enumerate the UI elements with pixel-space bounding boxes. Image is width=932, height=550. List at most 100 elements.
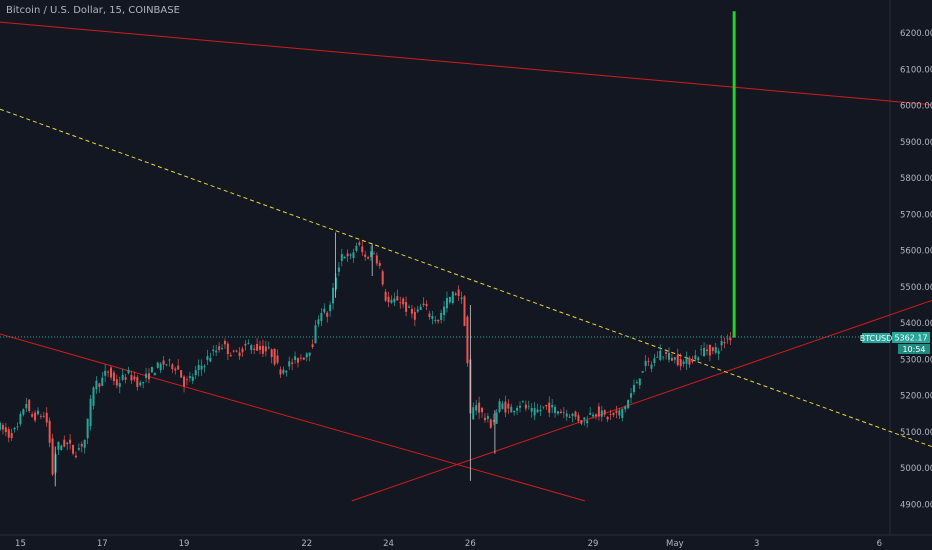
candle-body	[349, 254, 352, 256]
candle-body	[378, 263, 381, 266]
candle-body	[697, 357, 700, 361]
countdown-tag-bg	[898, 344, 930, 354]
candle-body	[600, 410, 603, 417]
candle-body	[463, 296, 466, 326]
candle-body	[355, 245, 358, 251]
candle-body	[539, 409, 542, 412]
candle-body	[475, 404, 478, 411]
candle-body	[69, 439, 72, 444]
candle-body	[203, 366, 206, 368]
candle-body	[390, 299, 393, 304]
candle-body	[375, 255, 378, 264]
candle-body	[708, 344, 711, 356]
price-tick-label: 4900.00	[900, 501, 932, 511]
candle-body	[492, 420, 495, 422]
candle-body	[174, 368, 177, 371]
price-tick-label: 5400.00	[900, 319, 932, 329]
candle-body	[419, 306, 422, 310]
candle-body	[609, 414, 612, 415]
candle-body	[498, 401, 501, 412]
time-tick-label: 24	[383, 539, 394, 549]
candle-body	[644, 360, 647, 367]
candle-body	[367, 257, 370, 259]
descending-resistance-line[interactable]	[0, 108, 932, 464]
price-tick-label: 6100.00	[900, 65, 932, 75]
candle-body	[723, 341, 726, 344]
candle-body	[238, 352, 241, 357]
candle-body	[554, 406, 557, 414]
candle-body	[571, 413, 574, 417]
candle-body	[80, 444, 83, 447]
candle-body	[431, 315, 434, 319]
candle-body	[729, 337, 732, 341]
candle-body	[408, 306, 410, 308]
price-tick-label: 5200.00	[900, 392, 932, 402]
candle-body	[124, 377, 127, 380]
candle-body	[104, 370, 107, 376]
candle-body	[416, 309, 419, 312]
current-price-tag: BTCUSD 5362.17 10:54	[860, 332, 930, 354]
candle-body	[200, 365, 203, 370]
candle-body	[177, 365, 180, 370]
candle-body	[127, 369, 130, 374]
candle-body	[150, 366, 153, 373]
candle-body	[22, 409, 25, 415]
price-tick-label: 5900.00	[900, 138, 932, 148]
rising-support-line[interactable]	[351, 283, 932, 502]
candle-body	[72, 444, 75, 454]
candle-body	[720, 341, 723, 346]
candle-body	[577, 415, 580, 422]
lower-channel-line[interactable]	[0, 333, 586, 502]
candle-body	[95, 380, 98, 390]
candle-body	[478, 402, 481, 413]
price-axis[interactable]: 4900.00 5000.00 5100.00 5200.00 5300.00 5400.…	[900, 29, 932, 511]
candle-body	[10, 433, 13, 439]
candle-body	[183, 376, 186, 387]
candle-body	[171, 364, 174, 370]
candle-body	[226, 343, 229, 355]
candle-body	[457, 289, 460, 296]
candle-body	[206, 356, 209, 360]
candle-body	[28, 399, 31, 412]
time-axis[interactable]: 15171922242629May3615:00	[15, 539, 932, 549]
candle-body	[232, 350, 235, 352]
upper-channel-line[interactable]	[0, 21, 932, 109]
candle-body	[188, 376, 191, 379]
candle-body	[516, 407, 519, 411]
candle-body	[580, 420, 583, 424]
candle-body	[454, 293, 457, 295]
candle-body	[685, 356, 688, 364]
chart-title: Bitcoin / U.S. Dollar, 15, COINBASE	[6, 5, 180, 16]
candle-body	[542, 406, 545, 408]
candle-body	[635, 382, 638, 384]
candle-body	[472, 407, 475, 420]
candle-body	[83, 439, 86, 448]
candle-body	[223, 340, 226, 345]
candle-body	[334, 277, 337, 290]
candle-body	[451, 291, 454, 304]
candle-body	[314, 325, 317, 344]
candle-body	[285, 370, 288, 373]
candle-body	[209, 357, 212, 362]
candle-body	[556, 411, 559, 414]
candle-body	[594, 414, 597, 416]
price-tag: 5362.17	[894, 334, 927, 343]
candle-body	[627, 400, 630, 409]
candle-body	[136, 377, 139, 388]
candle-body	[384, 291, 387, 301]
candle-body	[501, 403, 504, 409]
candle-body	[676, 354, 679, 366]
candle-body	[705, 349, 708, 351]
candle-body	[510, 406, 513, 413]
candle-body	[597, 406, 600, 417]
candle-body	[422, 303, 425, 306]
candle-body	[370, 251, 373, 257]
candle-body	[694, 355, 697, 360]
candle-body	[507, 403, 510, 409]
candle-body	[270, 349, 273, 357]
candle-body	[92, 387, 95, 406]
price-tick-label: 6200.00	[900, 29, 932, 39]
candle-body	[25, 404, 28, 409]
